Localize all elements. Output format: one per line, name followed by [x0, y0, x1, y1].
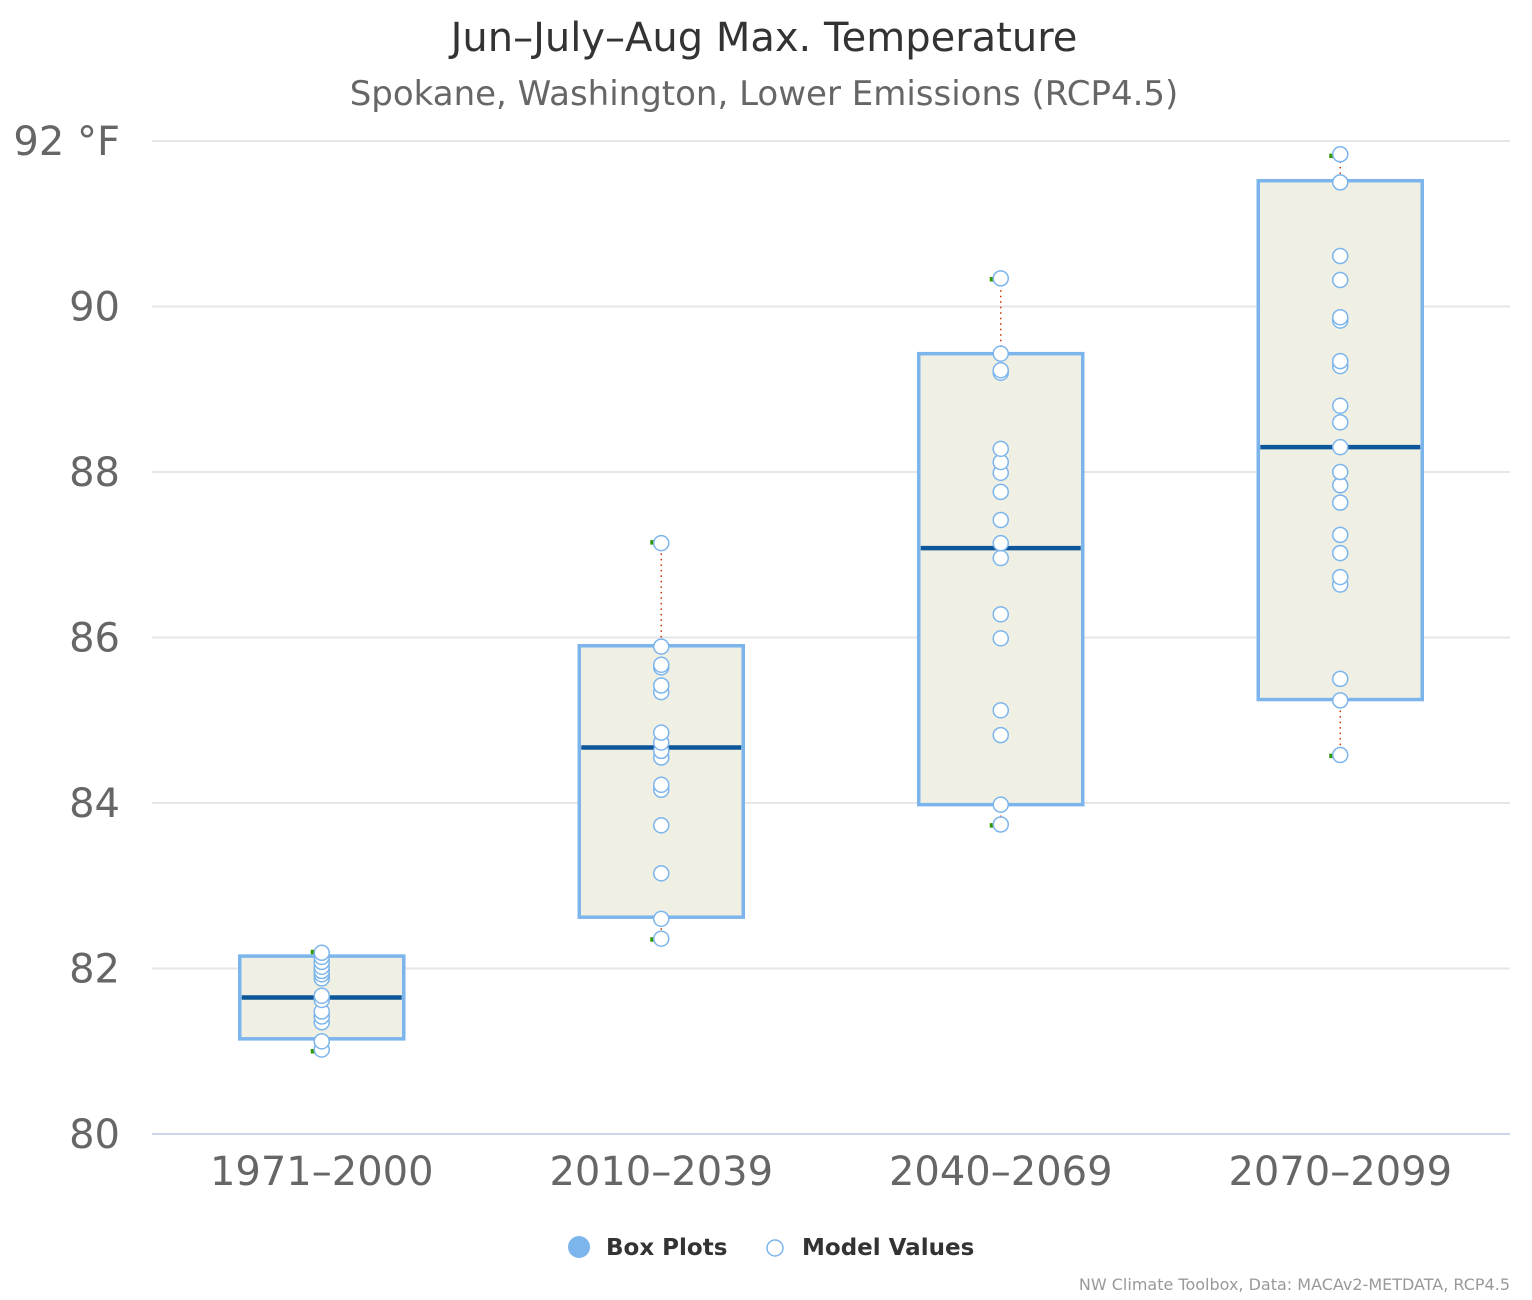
- model-value-point: [1332, 463, 1349, 481]
- y-tick-label: 92 °F: [13, 119, 120, 165]
- model-value-point: [1332, 247, 1349, 265]
- y-axis: 80 82 84 86 88 90 92 °F: [13, 119, 120, 1158]
- y-tick-label: 82: [69, 947, 120, 993]
- x-axis: 1971–2000 2010–2039 2040–2069 2070–2099: [210, 1149, 1452, 1195]
- model-value-point: [992, 270, 1009, 287]
- model-value-point: [653, 638, 670, 655]
- legend-box-plots-label: Box Plots: [606, 1235, 727, 1261]
- model-value-point: [992, 630, 1009, 647]
- model-value-point: [992, 702, 1009, 719]
- y-tick-label: 80: [69, 1112, 120, 1158]
- legend-box-plots-symbol: [568, 1236, 590, 1258]
- model-value-point: [653, 910, 670, 928]
- model-value-point: [1332, 692, 1349, 709]
- model-value-point: [992, 726, 1009, 744]
- model-value-point: [1332, 494, 1349, 511]
- legend: Box Plots Model Values: [568, 1235, 974, 1261]
- chart-credit[interactable]: NW Climate Toolbox, Data: MACAv2-METDATA…: [1079, 1275, 1510, 1294]
- model-value-point: [992, 816, 1009, 833]
- model-value-point: [313, 944, 330, 962]
- model-value-point: [1332, 438, 1349, 456]
- x-tick-label: 1971–2000: [210, 1149, 434, 1195]
- model-value-point: [653, 817, 670, 834]
- model-value-point: [653, 930, 670, 947]
- legend-item-model-values[interactable]: Model Values: [766, 1235, 974, 1261]
- model-value-point: [1332, 145, 1349, 163]
- model-value-point: [313, 987, 330, 1005]
- model-value-point: [653, 865, 670, 882]
- model-value-point: [1332, 271, 1349, 289]
- model-value-point: [992, 511, 1009, 529]
- model-value-point: [653, 656, 670, 674]
- model-values-series: [313, 145, 1349, 1058]
- box-plot-series: [238, 153, 1424, 1054]
- chart-title: Jun–July–Aug Max. Temperature: [448, 15, 1078, 61]
- model-value-point: [992, 361, 1009, 379]
- chart-subtitle: Spokane, Washington, Lower Emissions (RC…: [350, 74, 1179, 114]
- legend-item-box-plots[interactable]: Box Plots: [568, 1235, 727, 1261]
- model-value-point: [1332, 174, 1349, 191]
- model-value-point: [1332, 397, 1349, 415]
- model-value-point: [1332, 309, 1349, 326]
- x-tick-label: 2010–2039: [549, 1149, 773, 1195]
- x-tick-label: 2040–2069: [889, 1149, 1113, 1195]
- x-tick-label: 2070–2099: [1228, 1149, 1452, 1195]
- model-value-point: [653, 677, 670, 694]
- legend-model-values-symbol: [766, 1239, 784, 1257]
- model-value-point: [1332, 352, 1349, 370]
- model-value-point: [992, 534, 1009, 552]
- model-value-point: [1332, 568, 1349, 586]
- y-tick-label: 86: [69, 616, 120, 662]
- legend-model-values-label: Model Values: [802, 1235, 974, 1261]
- model-value-point: [992, 606, 1009, 623]
- model-value-point: [653, 534, 670, 552]
- model-value-point: [1332, 746, 1349, 764]
- y-tick-label: 84: [69, 781, 120, 827]
- model-value-point: [992, 440, 1009, 458]
- model-value-point: [653, 776, 670, 794]
- y-tick-label: 88: [69, 450, 120, 496]
- y-tick-label: 90: [69, 285, 120, 331]
- model-value-point: [1332, 526, 1349, 544]
- model-value-point: [1332, 544, 1349, 562]
- model-value-point: [1332, 414, 1349, 431]
- model-value-point: [653, 724, 670, 741]
- model-value-point: [992, 796, 1009, 813]
- box-2070–2099: [1256, 153, 1424, 759]
- model-value-point: [992, 549, 1009, 567]
- model-value-point: [992, 483, 1009, 501]
- model-value-point: [992, 345, 1009, 362]
- model-value-point: [313, 1033, 330, 1050]
- model-value-point: [1332, 670, 1349, 688]
